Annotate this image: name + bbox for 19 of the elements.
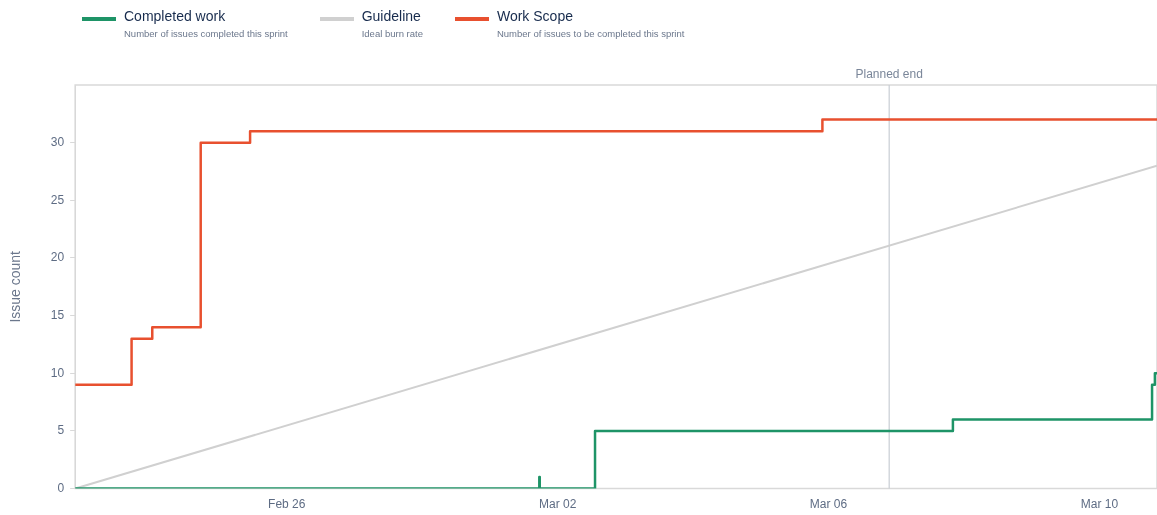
y-tick-label: 10	[50, 365, 65, 380]
x-tick-label: Feb 26	[268, 497, 306, 512]
y-tick-label: 5	[57, 423, 65, 438]
y-tick-label: 0	[57, 480, 65, 495]
x-tick-label: Mar 02	[538, 497, 577, 512]
legend-label: Completed work	[124, 8, 227, 24]
x-tick-label: Mar 10	[1080, 497, 1119, 512]
y-tick-label: 15	[50, 307, 65, 322]
y-tick-label: 30	[50, 134, 65, 149]
ref-line-label: Planned end	[855, 67, 923, 82]
y-axis-title: Issue count	[7, 250, 24, 323]
y-tick-label: 20	[50, 250, 65, 265]
y-tick-label: 25	[50, 192, 65, 207]
legend-label: Work Scope	[496, 8, 574, 24]
legend-label: Guideline	[361, 8, 422, 24]
text: Number of issues to be completed this sprint	[496, 28, 685, 39]
x-tick-label: Mar 06	[809, 497, 848, 512]
text: Number of issues completed this sprint	[124, 28, 288, 39]
text: Ideal burn rate	[361, 28, 423, 39]
